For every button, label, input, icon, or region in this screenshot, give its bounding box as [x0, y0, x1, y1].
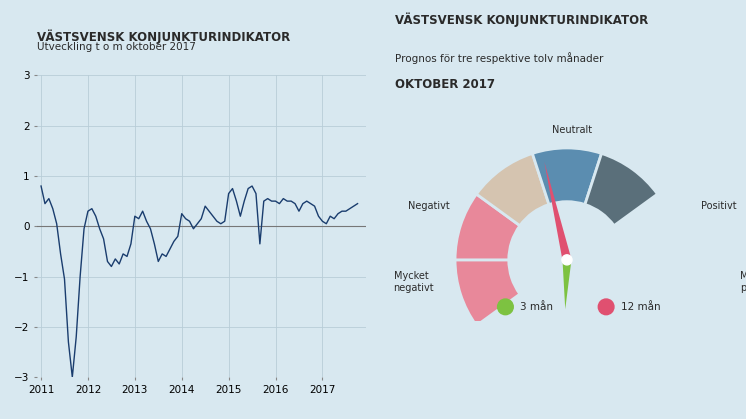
Circle shape	[562, 255, 572, 265]
Circle shape	[598, 299, 614, 315]
Text: VÄSTSVENSK KONJUNKTURINDIKATOR: VÄSTSVENSK KONJUNKTURINDIKATOR	[395, 13, 648, 27]
Text: OKTOBER 2017: OKTOBER 2017	[395, 78, 495, 91]
Wedge shape	[477, 153, 549, 226]
Text: 12 mån: 12 mån	[621, 302, 660, 312]
Text: Neutralt: Neutralt	[553, 124, 592, 134]
Text: 3 mån: 3 mån	[520, 302, 553, 312]
Text: Prognos för tre respektive tolv månader: Prognos för tre respektive tolv månader	[395, 52, 604, 64]
Wedge shape	[455, 260, 520, 326]
Text: Negativt: Negativt	[408, 201, 450, 211]
Text: Positivt: Positivt	[701, 201, 737, 211]
Polygon shape	[562, 260, 571, 309]
Text: Mycket
negativt: Mycket negativt	[394, 271, 434, 292]
Wedge shape	[533, 148, 601, 204]
Text: Utveckling t o m oktober 2017: Utveckling t o m oktober 2017	[37, 42, 196, 52]
Text: Myck
posit: Myck posit	[740, 271, 746, 292]
Text: VÄSTSVENSK KONJUNKTURINDIKATOR: VÄSTSVENSK KONJUNKTURINDIKATOR	[37, 29, 290, 44]
Wedge shape	[585, 153, 657, 226]
Wedge shape	[455, 194, 520, 260]
Circle shape	[498, 299, 513, 315]
Polygon shape	[545, 162, 571, 261]
